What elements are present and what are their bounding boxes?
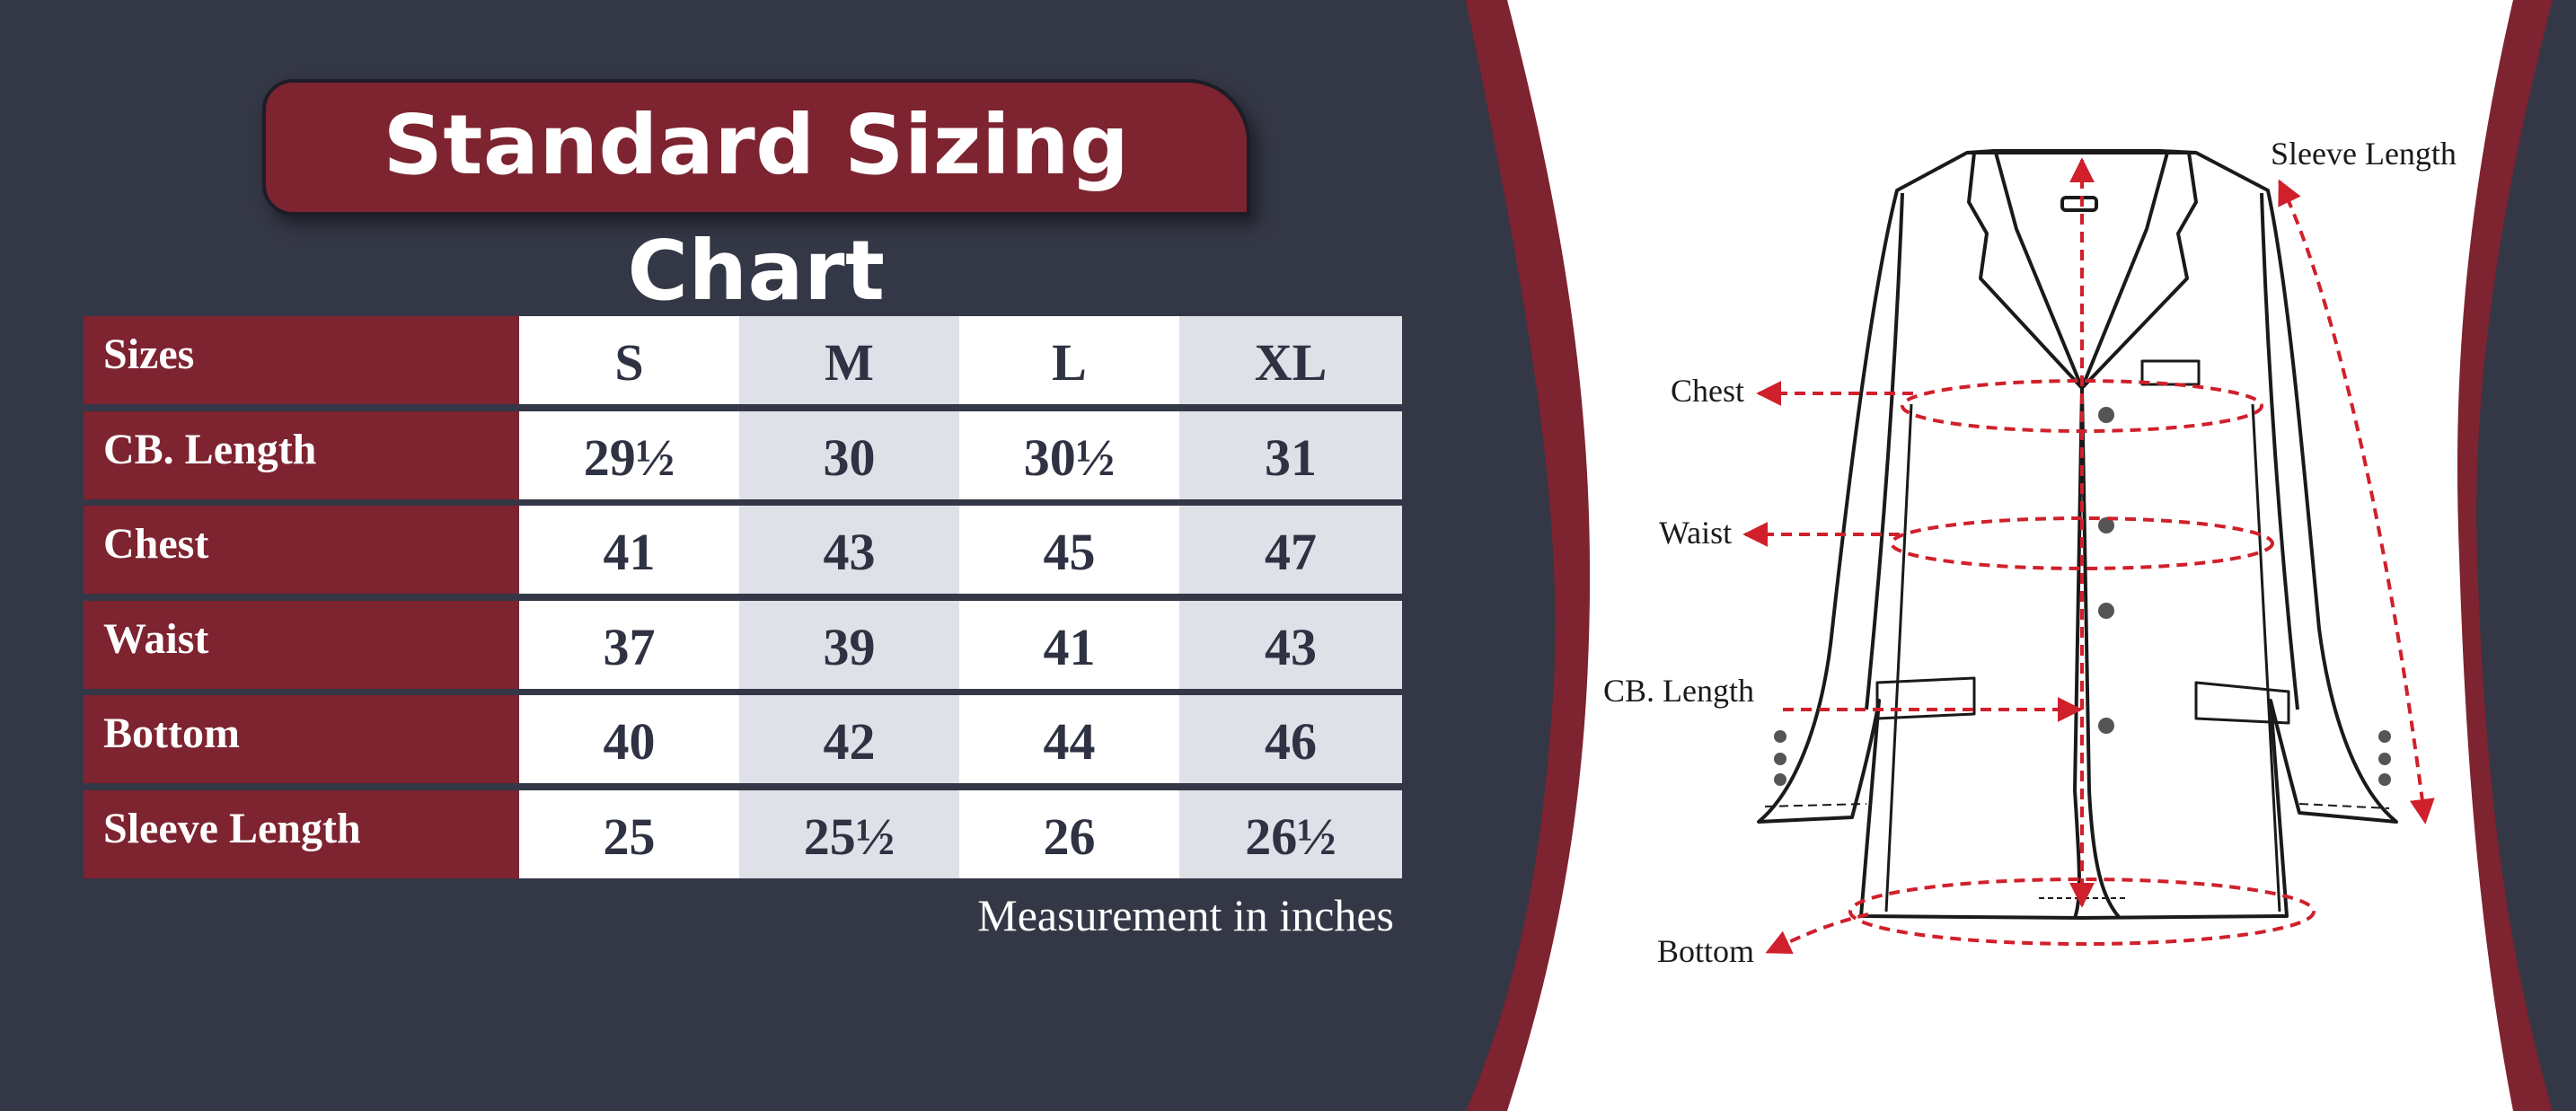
table-cell: 43 [739, 506, 959, 594]
row-label: Chest [84, 506, 519, 594]
table-row: Bottom 40 42 44 46 [84, 695, 1402, 783]
table-header-row: Sizes S M L XL [84, 316, 1402, 404]
table-cell: 29½ [519, 411, 739, 499]
table-cell: 26 [959, 790, 1179, 878]
table-row: Chest 41 43 45 47 [84, 506, 1402, 594]
table-cell: 46 [1179, 695, 1402, 783]
table-cell: 25½ [739, 790, 959, 878]
table-cell: 45 [959, 506, 1179, 594]
row-label: Bottom [84, 695, 519, 783]
size-l: L [959, 316, 1179, 404]
row-label: Waist [84, 601, 519, 689]
label-bottom: Bottom [1657, 933, 1755, 969]
page-title: Standard Sizing Chart [383, 97, 1130, 319]
table-row: Waist 37 39 41 43 [84, 601, 1402, 689]
table-row: CB. Length 29½ 30 30½ 31 [84, 411, 1402, 499]
header-label: Sizes [84, 316, 519, 404]
table-cell: 31 [1179, 411, 1402, 499]
measurement-lines [1742, 157, 2435, 954]
table-cell: 42 [739, 695, 959, 783]
table-cell: 41 [519, 506, 739, 594]
label-cb-length: CB. Length [1603, 673, 1754, 709]
table-cell: 43 [1179, 601, 1402, 689]
table-cell: 47 [1179, 506, 1402, 594]
size-xl: XL [1179, 316, 1402, 404]
table-cell: 30 [739, 411, 959, 499]
units-note: Measurement in inches [977, 890, 1394, 940]
table-cell: 30½ [959, 411, 1179, 499]
title-banner: Standard Sizing Chart [262, 79, 1250, 319]
table-cell: 44 [959, 695, 1179, 783]
table-cell: 26½ [1179, 790, 1402, 878]
label-waist: Waist [1659, 515, 1733, 551]
row-label: CB. Length [84, 411, 519, 499]
size-s: S [519, 316, 739, 404]
label-chest: Chest [1671, 373, 1745, 409]
size-m: M [739, 316, 959, 404]
label-sleeve-length: Sleeve Length [2271, 136, 2457, 172]
table-cell: 37 [519, 601, 739, 689]
table-cell: 39 [739, 601, 959, 689]
table-cell: 25 [519, 790, 739, 878]
table-cell: 41 [959, 601, 1179, 689]
row-label: Sleeve Length [84, 790, 519, 878]
table-row: Sleeve Length 25 25½ 26 26½ [84, 790, 1402, 878]
table-cell: 40 [519, 695, 739, 783]
